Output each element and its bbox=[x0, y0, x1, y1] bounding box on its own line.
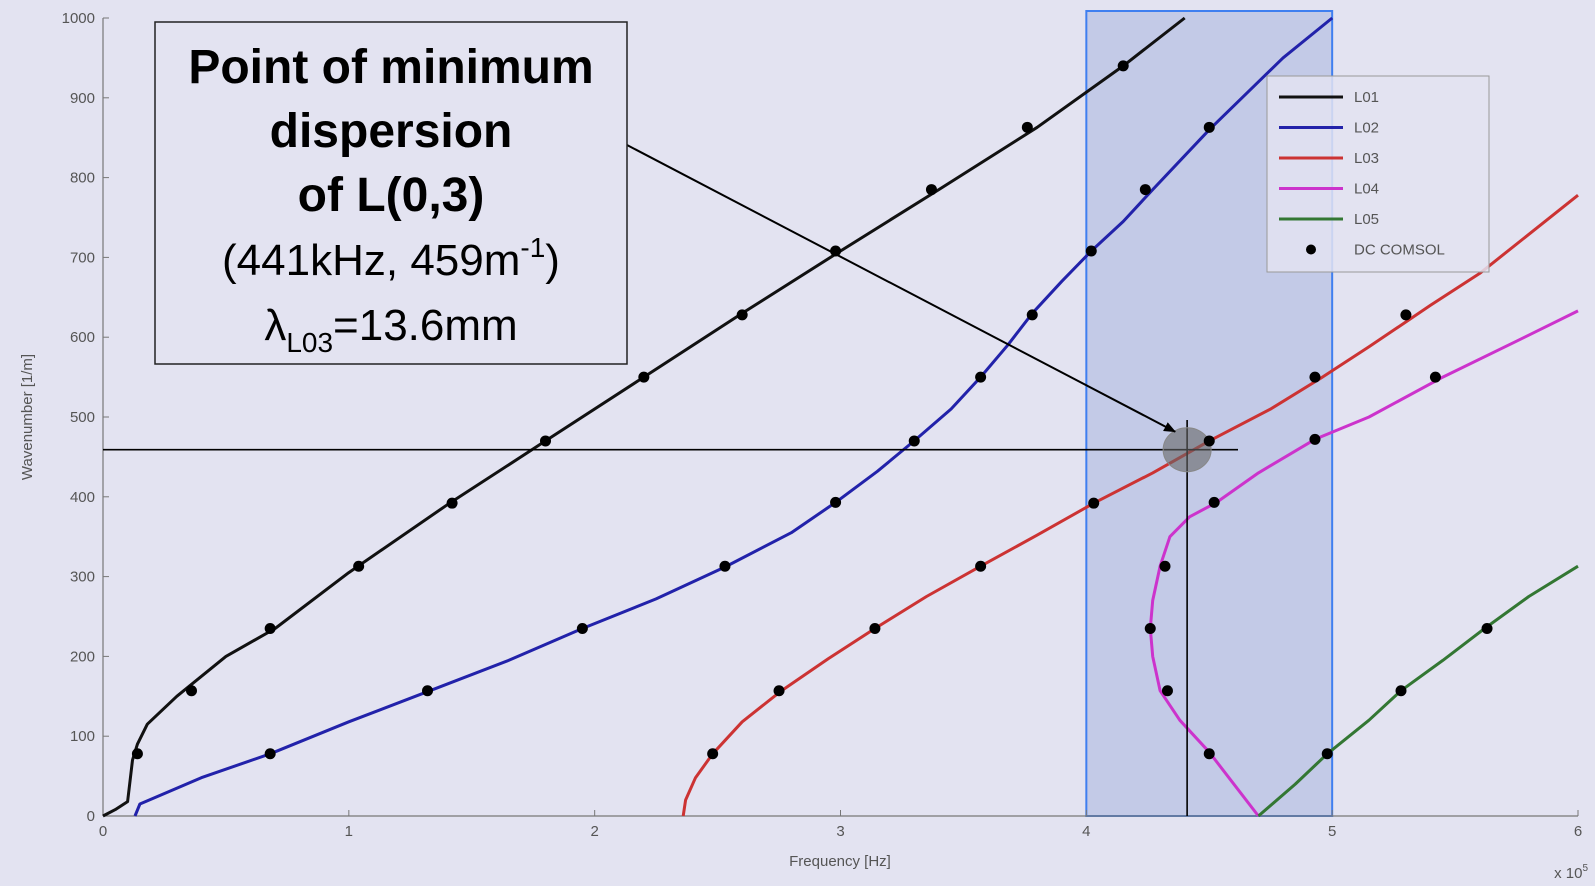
dc-comsol-point bbox=[1159, 560, 1171, 572]
y-tick-label: 600 bbox=[70, 329, 95, 346]
legend-label: DC COMSOL bbox=[1354, 242, 1445, 259]
x-tick-label: 1 bbox=[345, 823, 353, 840]
y-tick-label: 1000 bbox=[62, 10, 95, 27]
dc-comsol-point bbox=[1161, 685, 1173, 697]
dc-comsol-point bbox=[773, 685, 785, 697]
legend-label: L02 bbox=[1354, 120, 1379, 137]
y-ticks: 0 100 200 300 400 500 600 700 800 900 1000 bbox=[62, 10, 109, 825]
dc-comsol-point bbox=[830, 496, 842, 508]
dc-comsol-point bbox=[1321, 748, 1333, 760]
series-line-l01 bbox=[102, 16, 1186, 818]
legend-label: L01 bbox=[1354, 89, 1379, 106]
minimum-dispersion-marker bbox=[1162, 427, 1212, 473]
x-ticks: 0 1 2 3 4 5 6 bbox=[99, 810, 1582, 840]
annotation-line-3: of L(0,3) bbox=[298, 169, 485, 222]
dc-comsol-point bbox=[1203, 121, 1215, 133]
y-tick-label: 900 bbox=[70, 90, 95, 107]
reference-lines bbox=[103, 420, 1238, 816]
x-tick-label: 6 bbox=[1574, 823, 1582, 840]
axes: 0 1 2 3 4 5 6 0 100 200 300 400 500 600 700 800 900 1000… bbox=[19, 10, 1588, 882]
dc-comsol-point bbox=[1400, 309, 1412, 321]
annotation-coords-exponent: -1 bbox=[520, 232, 545, 263]
y-tick-label: 300 bbox=[70, 569, 95, 586]
x-tick-label: 5 bbox=[1328, 823, 1336, 840]
dc-comsol-point bbox=[353, 560, 365, 572]
dc-comsol-point bbox=[1309, 433, 1321, 445]
x-tick-label: 4 bbox=[1082, 823, 1090, 840]
legend-label: L04 bbox=[1354, 181, 1379, 198]
series-line-l03 bbox=[681, 194, 1579, 817]
annotation-line-2: dispersion bbox=[270, 105, 513, 158]
dc-comsol-markers bbox=[131, 60, 1493, 760]
x-tick-label: 0 bbox=[99, 823, 107, 840]
dc-comsol-point bbox=[908, 435, 920, 447]
dc-comsol-point bbox=[975, 560, 987, 572]
dc-comsol-point bbox=[707, 748, 719, 760]
dc-comsol-point bbox=[1208, 496, 1220, 508]
x-tick-label: 3 bbox=[836, 823, 844, 840]
dc-comsol-point bbox=[186, 685, 197, 697]
x-axis-title: Frequency [Hz] bbox=[789, 853, 891, 870]
dc-comsol-point bbox=[1085, 245, 1097, 257]
annotation-coords-close: ) bbox=[545, 236, 560, 285]
dc-comsol-point bbox=[422, 685, 433, 697]
y-tick-label: 400 bbox=[70, 489, 95, 506]
dc-comsol-point bbox=[638, 371, 650, 383]
y-tick-label: 0 bbox=[87, 808, 95, 825]
annotation-line-1: Point of minimum bbox=[188, 41, 593, 94]
y-tick-label: 800 bbox=[70, 170, 95, 187]
dc-comsol-point bbox=[1144, 622, 1156, 634]
dc-comsol-point bbox=[131, 748, 143, 760]
dc-comsol-point bbox=[264, 622, 276, 634]
legend-label: L05 bbox=[1354, 211, 1379, 228]
dc-comsol-point bbox=[446, 497, 458, 509]
dc-comsol-point bbox=[1088, 497, 1100, 509]
dc-comsol-point bbox=[736, 309, 748, 321]
legend-marker bbox=[1306, 244, 1316, 255]
dc-comsol-point bbox=[1395, 685, 1407, 697]
y-tick-label: 200 bbox=[70, 648, 95, 665]
dc-comsol-point bbox=[975, 371, 987, 383]
series-line-l04 bbox=[1148, 309, 1579, 817]
dc-comsol-point bbox=[1139, 184, 1151, 196]
annotation-line-4: (441kHz, 459m-1) bbox=[222, 232, 560, 285]
annotation-arrow bbox=[626, 144, 1177, 433]
x-multiplier-base: x 10 bbox=[1554, 865, 1582, 882]
dc-comsol-point bbox=[1481, 622, 1493, 634]
dc-comsol-point bbox=[1021, 121, 1033, 133]
x-tick-label: 2 bbox=[590, 823, 598, 840]
annotation-lambda-subscript: L03 bbox=[286, 327, 333, 358]
y-tick-label: 500 bbox=[70, 409, 95, 426]
y-tick-label: 100 bbox=[70, 728, 95, 745]
dc-comsol-point bbox=[869, 622, 881, 634]
legend-box bbox=[1266, 75, 1490, 273]
dc-comsol-point bbox=[540, 435, 551, 447]
dc-comsol-point bbox=[1203, 748, 1215, 760]
annotation-wavelength: =13.6mm bbox=[333, 301, 518, 350]
dc-comsol-point bbox=[576, 622, 588, 634]
dc-comsol-point bbox=[1026, 309, 1038, 321]
annotation: Point of minimum dispersion of L(0,3) (4… bbox=[154, 21, 1177, 433]
x-multiplier-exponent: 5 bbox=[1582, 863, 1588, 874]
dc-comsol-point bbox=[1309, 371, 1321, 383]
dc-comsol-point bbox=[1203, 435, 1215, 447]
dc-comsol-point bbox=[925, 184, 937, 196]
annotation-line-5: λL03=13.6mm bbox=[264, 301, 517, 358]
y-axis-title: Wavenumber [1/m] bbox=[19, 354, 36, 480]
annotation-box bbox=[154, 21, 628, 365]
dc-comsol-point bbox=[1429, 371, 1441, 383]
annotation-lambda: λ bbox=[264, 301, 286, 350]
dc-comsol-point bbox=[264, 748, 276, 760]
legend: L01 L02 L03 L04 L05 DC COMSOL bbox=[1266, 75, 1490, 273]
series-line-l02 bbox=[133, 16, 1334, 817]
dc-comsol-point bbox=[1117, 60, 1129, 72]
annotation-coords: (441kHz, 459m bbox=[222, 236, 520, 285]
dc-comsol-point bbox=[719, 560, 731, 572]
legend-label: L03 bbox=[1354, 150, 1379, 167]
y-tick-label: 700 bbox=[70, 249, 95, 266]
x-axis-multiplier: x 105 bbox=[1554, 863, 1588, 882]
